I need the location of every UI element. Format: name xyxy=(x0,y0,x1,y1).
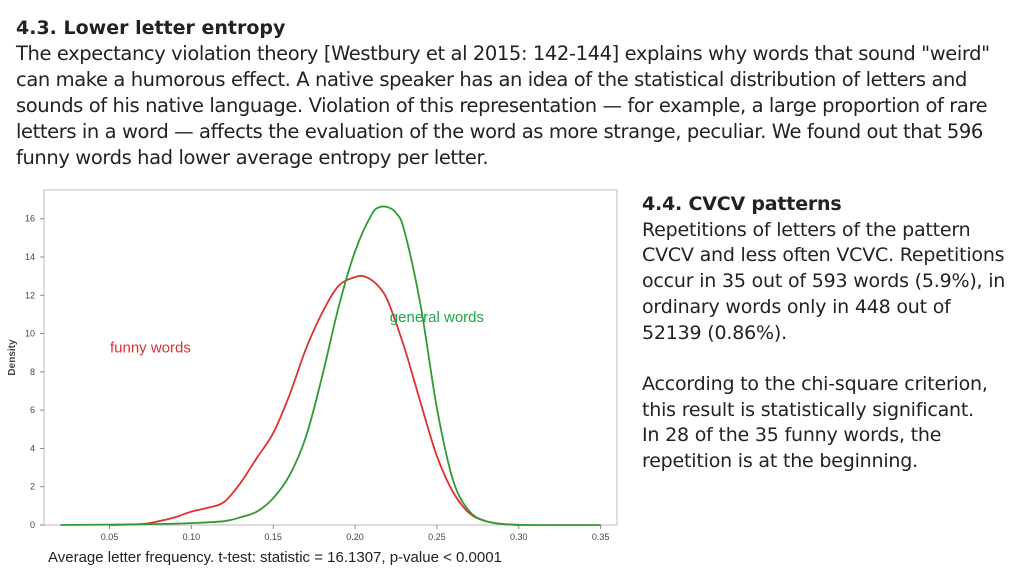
y-tick-label: 4 xyxy=(30,443,35,453)
y-tick-label: 12 xyxy=(25,290,35,300)
x-tick-label: 0.30 xyxy=(510,532,528,542)
side-panel-paragraph-2: According to the chi-square criterion, t… xyxy=(642,372,988,421)
x-tick-label: 0.10 xyxy=(183,532,201,542)
x-tick-label: 0.35 xyxy=(592,532,610,542)
x-tick-label: 0.25 xyxy=(428,532,446,542)
y-tick-label: 8 xyxy=(30,367,35,377)
y-tick-label: 6 xyxy=(30,405,35,415)
y-tick-label: 10 xyxy=(25,329,35,339)
density-chart: 0 2 4 6 8 10 12 14 16 0.05 0.10 0.15 0.20 0.25 0.30 0.3… xyxy=(7,189,618,542)
chart-caption: Average letter frequency. t-test: statis… xyxy=(48,549,502,566)
side-panel-title: 4.4. CVCV patterns xyxy=(642,193,842,215)
plot-frame xyxy=(43,189,618,526)
y-tick-label: 14 xyxy=(25,252,35,262)
section-title: 4.3. Lower letter entropy xyxy=(16,17,286,39)
paragraph-spacer xyxy=(642,346,1012,372)
y-axis-title: Density xyxy=(7,339,18,376)
general-words-label: general words xyxy=(390,309,484,326)
x-tick-label: 0.05 xyxy=(101,532,119,542)
general-words-density-line xyxy=(60,205,601,526)
y-tick-label: 0 xyxy=(30,520,35,530)
y-tick-label: 16 xyxy=(25,214,35,224)
y-tick-label: 2 xyxy=(30,482,35,492)
x-tick-label: 0.20 xyxy=(346,532,364,542)
x-tick-label: 0.15 xyxy=(264,532,282,542)
side-panel-paragraph-3: In 28 of the 35 funny words, the repetit… xyxy=(642,424,942,473)
side-panel-paragraph-1: Repetitions of letters of the pattern CV… xyxy=(642,218,1006,344)
side-panel: 4.4. CVCV patterns Repetitions of letter… xyxy=(642,192,1012,475)
section-body: The expectancy violation theory [Westbur… xyxy=(16,42,990,169)
funny-words-density-line xyxy=(109,274,519,526)
funny-words-label: funny words xyxy=(110,340,191,357)
